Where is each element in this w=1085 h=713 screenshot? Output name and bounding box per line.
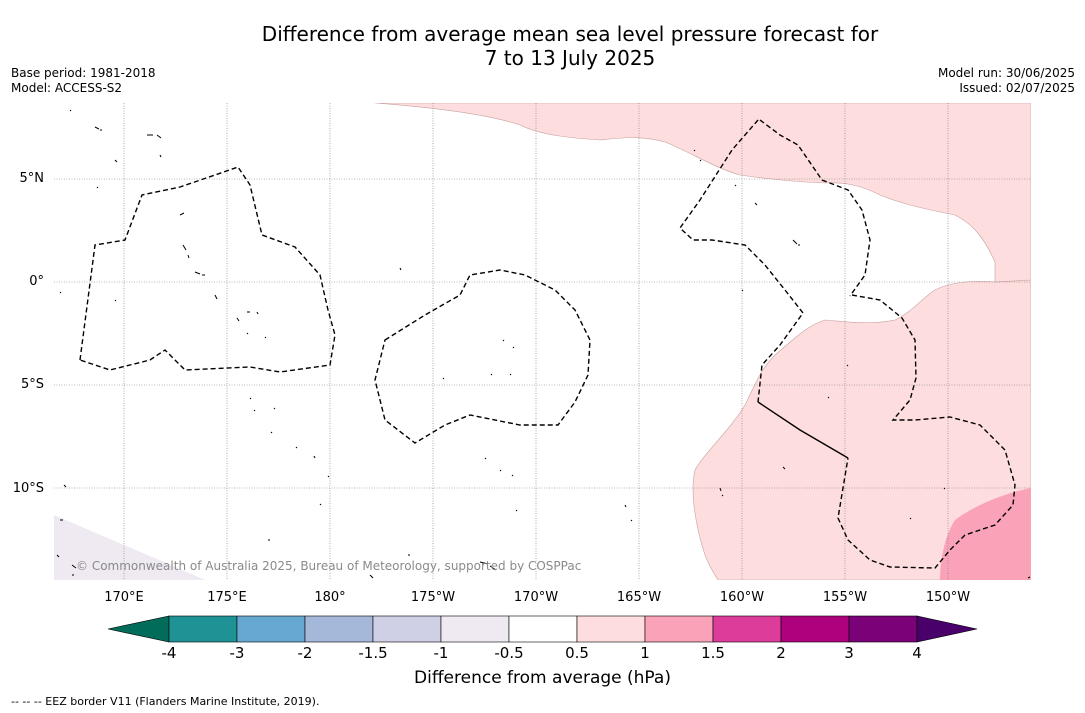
colorbar-segment [372, 615, 442, 643]
colorbar-segment [440, 615, 510, 643]
chart-title: Difference from average mean sea level p… [0, 22, 1085, 70]
anomaly-region-positive-strong [940, 488, 1031, 580]
meta-right: Model run: 30/06/2025 Issued: 02/07/2025 [938, 66, 1075, 96]
colorbar-segment [508, 615, 578, 643]
colorbar-segment [712, 615, 782, 643]
lon-label-150w: 150°W [925, 590, 971, 605]
colorbar-segment [304, 615, 374, 643]
anomaly-region-positive-north [374, 103, 1031, 580]
cb-tick: -3 [229, 644, 245, 662]
copyright-text: © Commonwealth of Australia 2025, Bureau… [76, 559, 582, 573]
cb-tick: 3 [844, 644, 854, 662]
title-line-2: 7 to 13 July 2025 [484, 46, 656, 70]
issued-text: Issued: 02/07/2025 [959, 81, 1075, 95]
colorbar-under-arrow [107, 615, 170, 643]
lat-label-eq: 0° [29, 274, 44, 289]
lat-label-10s: 10°S [12, 481, 44, 496]
footnote: -- -- -- EEZ border V11 (Flanders Marine… [11, 695, 320, 708]
cb-tick: -1 [433, 644, 449, 662]
colorbar-segment [644, 615, 714, 643]
meta-left: Base period: 1981-2018 Model: ACCESS-S2 [11, 66, 156, 96]
colorbar-segment [848, 615, 918, 643]
colorbar-segment [236, 615, 306, 643]
eez-kiribati-line-south [679, 119, 804, 403]
lon-label-180: 180° [314, 590, 346, 605]
eez-cook-east [837, 294, 1016, 569]
graticule [54, 103, 1031, 580]
model-run-text: Model run: 30/06/2025 [937, 66, 1075, 80]
colorbar-over-arrow [916, 615, 978, 643]
eez-kiribati-phoenix [374, 269, 591, 444]
lat-label-5s: 5°S [20, 377, 44, 392]
cb-tick: 0.5 [565, 644, 589, 662]
cb-tick: 4 [912, 644, 922, 662]
colorbar [107, 615, 978, 643]
title-line-1: Difference from average mean sea level p… [261, 22, 879, 46]
lon-label-175e: 175°E [207, 590, 247, 605]
lon-label-175w: 175°W [410, 590, 456, 605]
colorbar-segment [780, 615, 850, 643]
cb-tick: 1.5 [701, 644, 725, 662]
eez-kiribati-line-north [759, 119, 871, 297]
cb-tick: -4 [161, 644, 177, 662]
colorbar-label: Difference from average (hPa) [414, 668, 671, 688]
base-period-text: Base period: 1981-2018 [11, 66, 156, 80]
eez-tuvalu-kiribati-west [79, 166, 336, 373]
model-text: Model: ACCESS-S2 [11, 81, 123, 95]
eez-cook-west [757, 401, 849, 459]
cb-tick: 1 [640, 644, 650, 662]
cb-tick: 2 [776, 644, 786, 662]
colorbar-segments [168, 615, 918, 643]
anomaly-region-negative [54, 515, 205, 580]
lon-label-170e: 170°E [104, 590, 144, 605]
map-area [54, 103, 1031, 580]
colorbar-segment [576, 615, 646, 643]
lon-label-170w: 170°W [513, 590, 559, 605]
islands [56, 109, 1031, 579]
colorbar-segment [168, 615, 238, 643]
lon-label-165w: 165°W [616, 590, 662, 605]
lon-label-155w: 155°W [822, 590, 868, 605]
cb-tick: -0.5 [494, 644, 524, 662]
cb-tick: -2 [297, 644, 313, 662]
lat-label-5n: 5°N [19, 171, 45, 186]
eez-borders [79, 119, 1016, 569]
lon-label-160w: 160°W [719, 590, 765, 605]
cb-tick: -1.5 [358, 644, 388, 662]
